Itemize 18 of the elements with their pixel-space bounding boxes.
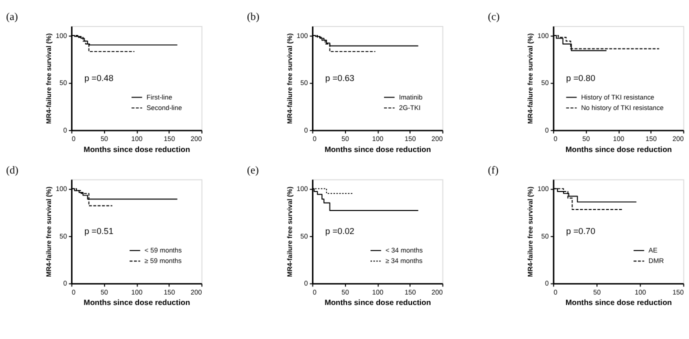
x-axis-title: Months since dose reduction (84, 144, 190, 154)
chart-title: (f) (488, 165, 499, 176)
annotation: p =0.51 (84, 226, 114, 236)
x-axis-title: Months since dose reduction (324, 298, 432, 307)
annotation: p =0.48 (84, 72, 114, 83)
x-axis-title: Months since dose reduction (324, 144, 432, 154)
x-axis-title: Months since dose reduction (84, 298, 190, 307)
annotation: p =0.63 (325, 72, 355, 83)
annotation: p =0.80 (566, 72, 596, 83)
chart-title: (b) (247, 12, 260, 24)
chart-title: (e) (247, 165, 260, 176)
annotation: p =0.70 (566, 226, 596, 236)
chart-title: (c) (488, 12, 500, 24)
x-axis-title: Months since dose reduction (565, 298, 672, 307)
chart-title: (a) (6, 12, 18, 24)
chart-title: (d) (6, 165, 19, 176)
annotation: p =0.02 (325, 226, 355, 236)
x-axis-title: Months since dose reduction (565, 144, 672, 154)
